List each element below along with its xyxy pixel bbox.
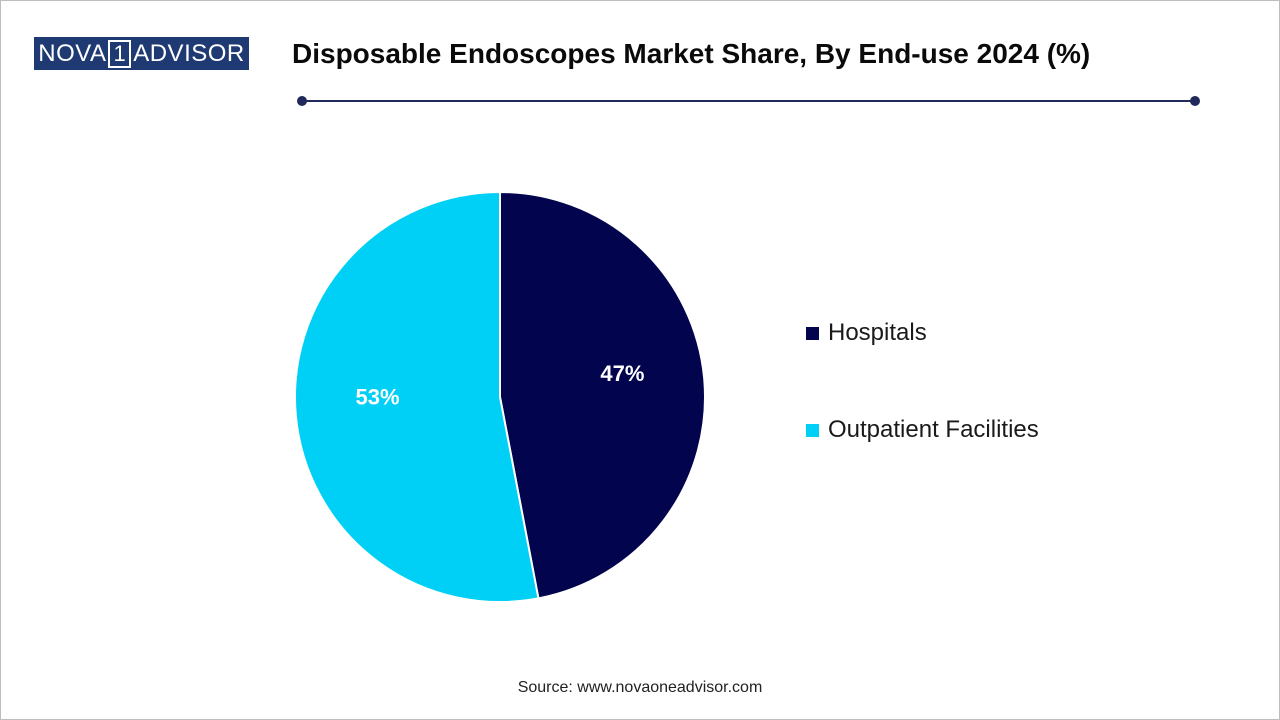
logo-text-left: NOVA <box>38 39 107 67</box>
data-label-hospitals: 47% <box>600 361 644 386</box>
legend-label-outpatient: Outpatient Facilities <box>828 416 1039 443</box>
chart-legend: Hospitals Outpatient Facilities <box>806 318 1039 512</box>
logo-text-right: ADVISOR <box>133 39 245 67</box>
legend-item-outpatient: Outpatient Facilities <box>806 415 1039 445</box>
pie-slice-outpatient <box>294 190 540 603</box>
brand-logo: NOVA 1 ADVISOR <box>34 37 249 70</box>
logo-text-one: 1 <box>108 39 132 68</box>
divider-dot-right <box>1190 96 1200 106</box>
legend-swatch-outpatient <box>806 423 819 437</box>
source-note: Source: www.novaoneadvisor.com <box>517 679 763 696</box>
legend-label-hospitals: Hospitals <box>828 319 927 346</box>
chart-title: Disposable Endoscopes Market Share, By E… <box>292 38 1091 69</box>
pie-slice-hospitals <box>499 190 706 600</box>
divider-dot-left <box>297 96 307 106</box>
legend-item-hospitals: Hospitals <box>806 318 1039 348</box>
data-label-outpatient: 53% <box>356 384 400 409</box>
title-divider <box>302 100 1195 102</box>
legend-swatch-hospitals <box>806 326 819 340</box>
